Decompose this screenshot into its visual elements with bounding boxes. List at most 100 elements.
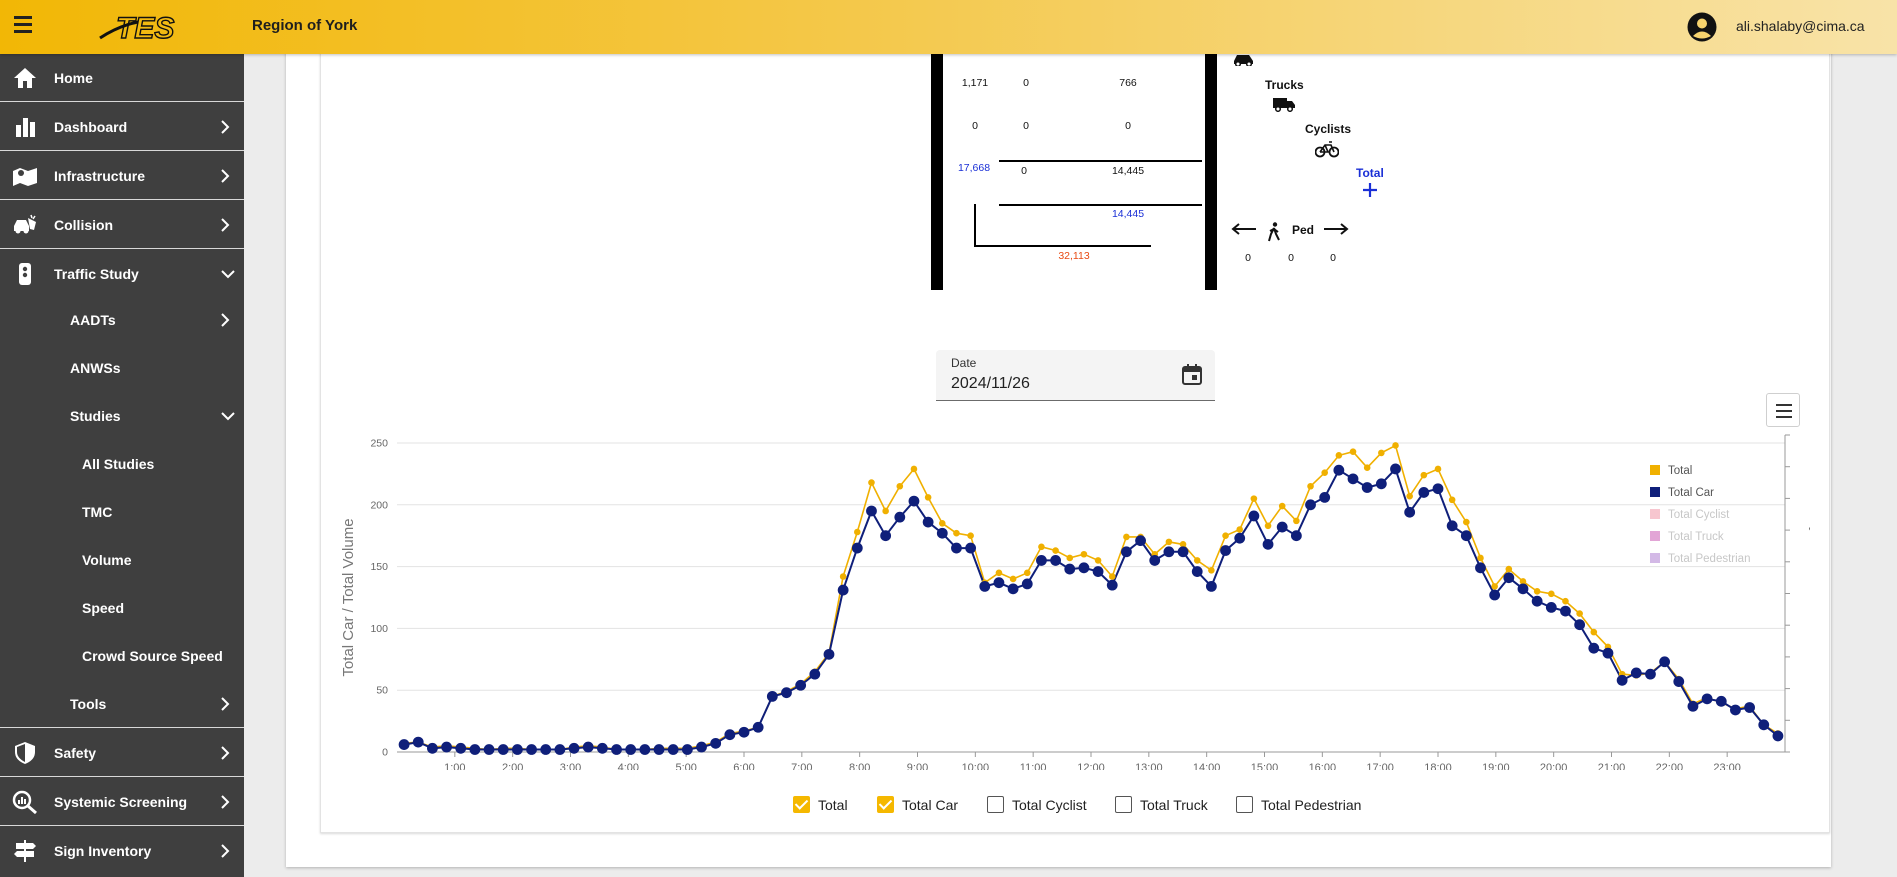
total-car-series-point [1744, 702, 1755, 713]
x-tick-label: 14:00 [1193, 762, 1221, 770]
user-email[interactable]: ali.shalaby@cima.ca [1736, 18, 1865, 34]
bicycle-icon [1315, 141, 1339, 158]
legend-toggle-total-car[interactable]: Total Car [877, 796, 958, 813]
total-series-point [1094, 557, 1102, 564]
sidebar-item-home[interactable]: Home [0, 54, 244, 102]
total-car-series-point [1191, 566, 1203, 577]
sidebar-item-all-studies[interactable]: All Studies [0, 440, 244, 488]
sidebar-item-crowd-source-speed[interactable]: Crowd Source Speed [0, 632, 244, 680]
x-tick-label: 12:00 [1077, 762, 1105, 770]
total-car-series-point [1531, 595, 1543, 607]
total-car-series-point [1135, 535, 1146, 547]
date-field-value[interactable]: 2024/11/26 [951, 375, 1030, 392]
chevron-right-icon [221, 217, 230, 232]
tmc-value: 14,445 [1111, 165, 1145, 177]
sidebar-item-speed[interactable]: Speed [0, 584, 244, 632]
pedestrian-icon [1268, 222, 1280, 242]
tmc-value: 1,171 [961, 77, 989, 89]
total-series-point [967, 532, 974, 539]
total-car-series-point [1121, 546, 1132, 558]
checkbox-icon[interactable] [793, 796, 810, 813]
road-edge-left [931, 54, 943, 290]
home-icon [12, 65, 38, 91]
total-car-series-point [1205, 580, 1217, 592]
total-series-point [1038, 543, 1045, 551]
total-car-series-point [681, 744, 693, 755]
sidebar-item-label: Studies [70, 408, 121, 424]
legend-total-pedestrian-label: Total Pedestrian [1668, 553, 1750, 565]
total-car-series-point [1248, 510, 1260, 522]
total-car-series-point [1602, 647, 1614, 659]
legend-toggle-total[interactable]: Total [793, 796, 848, 813]
checkbox-icon[interactable] [987, 796, 1004, 813]
x-tick-label: 10:00 [962, 762, 990, 770]
calendar-icon[interactable] [1181, 363, 1203, 385]
tmc-value: 17,668 [957, 162, 991, 174]
sidebar-item-dashboard[interactable]: Dashboard [0, 103, 244, 151]
total-series-point [1363, 464, 1371, 472]
total-car-series-point [1517, 583, 1529, 595]
sidebar-item-anwss[interactable]: ANWSs [0, 344, 244, 392]
legend-toggle-total-cyclist[interactable]: Total Cyclist [987, 796, 1087, 813]
total-series-point [938, 520, 946, 527]
x-tick-label: 1:00 [444, 762, 465, 770]
legend-toggle-total-truck[interactable]: Total Truck [1115, 796, 1208, 813]
checkbox-icon[interactable] [1236, 796, 1253, 813]
checkbox-icon[interactable] [1115, 796, 1132, 813]
total-series-point [868, 479, 875, 486]
total-series-point [1392, 442, 1399, 449]
total-car-series-point [922, 516, 934, 528]
total-series-point [1576, 610, 1583, 617]
total-series-point [1505, 565, 1513, 573]
sidebar-item-collision[interactable]: Collision [0, 201, 244, 249]
total-car-series-point [1333, 464, 1345, 476]
legend-total-pedestrian-swatch [1650, 553, 1660, 563]
total-car-series-point [1050, 555, 1061, 566]
y2-axis-title: Total Cyclist/ Truck/ Ped Volume [1808, 480, 1810, 694]
sidebar-item-volume[interactable]: Volume [0, 536, 244, 584]
organization-name: Region of York [252, 17, 358, 34]
legend-toggle-total-pedestrian[interactable]: Total Pedestrian [1236, 796, 1361, 813]
total-series-point [1548, 590, 1555, 598]
sidebar-item-studies[interactable]: Studies [0, 392, 244, 440]
x-tick-label: 4:00 [618, 762, 639, 770]
total-series-point [1023, 569, 1031, 577]
sidebar-item-aadts[interactable]: AADTs [0, 296, 244, 344]
road-edge-right [1205, 54, 1217, 290]
hamburger-menu-icon[interactable] [14, 16, 32, 34]
total-series-point [839, 573, 847, 580]
search-chart-icon [12, 789, 38, 815]
sidebar-item-label: Safety [54, 744, 97, 761]
sidebar-item-infrastructure[interactable]: Infrastructure [0, 152, 244, 200]
x-tick-label: 11:00 [1020, 762, 1047, 770]
sidebar-item-sign-inventory[interactable]: Sign Inventory [0, 827, 244, 875]
total-car-series-point [752, 721, 764, 733]
tes-logo[interactable]: TES [98, 8, 198, 46]
sidebar-item-traffic-study[interactable]: Traffic Study [0, 250, 244, 298]
total-car-series-point [1163, 546, 1175, 558]
total-car-series-point [1290, 530, 1302, 542]
total-series-point [1179, 541, 1187, 548]
x-tick-label: 7:00 [791, 762, 812, 770]
date-picker-field[interactable]: Date 2024/11/26 [936, 350, 1215, 401]
total-series-point [1009, 575, 1017, 583]
total-car-series-point [1560, 605, 1571, 617]
x-tick-label: 20:00 [1540, 762, 1568, 770]
sidebar-item-label: Volume [82, 552, 132, 568]
total-car-series-point [1432, 483, 1444, 495]
total-car-series-point [1036, 555, 1047, 566]
sidebar-item-tools[interactable]: Tools [0, 680, 244, 728]
chart-menu-button[interactable] [1766, 393, 1800, 427]
sidebar-item-systemic-screening[interactable]: Systemic Screening [0, 778, 244, 826]
y-tick-label: 250 [370, 438, 388, 450]
total-car-series-line [403, 467, 1779, 751]
sidebar-item-tmc[interactable]: TMC [0, 488, 244, 536]
divider-line [999, 204, 1202, 206]
total-car-series-point [1177, 546, 1189, 558]
x-tick-label: 3:00 [560, 762, 581, 770]
total-car-series-point [427, 742, 438, 754]
checkbox-icon[interactable] [877, 796, 894, 813]
sidebar-item-safety[interactable]: Safety [0, 729, 244, 777]
total-series-point [1052, 547, 1059, 554]
account-circle-icon[interactable] [1687, 12, 1717, 42]
